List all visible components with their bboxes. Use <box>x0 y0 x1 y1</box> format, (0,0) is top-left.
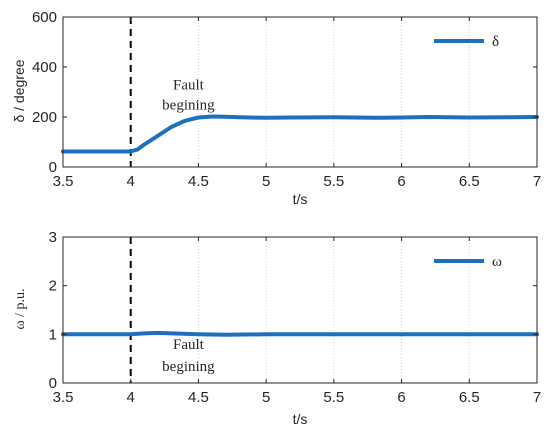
omega-xtick-label: 4.5 <box>188 389 209 406</box>
omega-xtick-label: 6.5 <box>459 389 480 406</box>
delta-axes-box <box>62 16 538 168</box>
delta-xtick-label: 5 <box>262 173 270 190</box>
delta-chart: δ / degree t/s 3.5 4 4.5 5 5.5 6 6.5 7 0 200 400 60… <box>11 9 541 207</box>
delta-xtick-label: 4 <box>127 173 135 190</box>
omega-annotation-line2: begining <box>162 359 215 375</box>
delta-xtick-label: 7 <box>533 173 541 190</box>
omega-plot-area <box>63 237 537 383</box>
omega-ytick-label: 0 <box>49 375 57 392</box>
omega-annotation-line1: Fault <box>173 337 205 353</box>
omega-xtick-label: 6 <box>397 389 405 406</box>
omega-xtick-label: 5.5 <box>323 389 344 406</box>
omega-xtick-label: 4 <box>127 389 135 406</box>
omega-xtick-label: 5 <box>262 389 270 406</box>
omega-series-line <box>61 330 539 337</box>
delta-annotation-line2: begining <box>162 98 215 114</box>
delta-ytick-label: 200 <box>32 109 57 126</box>
omega-legend-label: ω <box>492 254 502 270</box>
delta-series-line <box>61 114 539 154</box>
delta-xtick-label: 3.5 <box>53 173 74 190</box>
omega-ytick-label: 1 <box>49 326 57 343</box>
delta-ylabel: δ / degree <box>11 59 27 122</box>
delta-ytick-label: 400 <box>32 59 57 76</box>
delta-legend-label: δ <box>492 34 499 50</box>
delta-annotation-line1: Fault <box>173 78 205 94</box>
delta-xtick-label: 4.5 <box>188 173 209 190</box>
omega-ytick-label: 2 <box>49 278 57 295</box>
omega-xlabel: t/s <box>293 411 308 427</box>
omega-xtick-label: 7 <box>533 389 541 406</box>
omega-xtick-label: 3.5 <box>53 389 74 406</box>
omega-ytick-label: 3 <box>49 229 57 246</box>
delta-ytick-label: 600 <box>32 9 57 26</box>
delta-xlabel: t/s <box>293 191 308 207</box>
delta-xtick-label: 5.5 <box>323 173 344 190</box>
omega-ylabel: ω / p.u. <box>13 288 28 329</box>
omega-axes-box <box>62 236 538 384</box>
delta-xtick-label: 6 <box>397 173 405 190</box>
delta-ytick-label: 0 <box>49 159 57 176</box>
delta-xtick-label: 6.5 <box>459 173 480 190</box>
omega-chart: ω / p.u. t/s 3.5 4 4.5 5 5.5 6 6.5 7 0 1 2 3 ω Fault b… <box>13 229 541 427</box>
